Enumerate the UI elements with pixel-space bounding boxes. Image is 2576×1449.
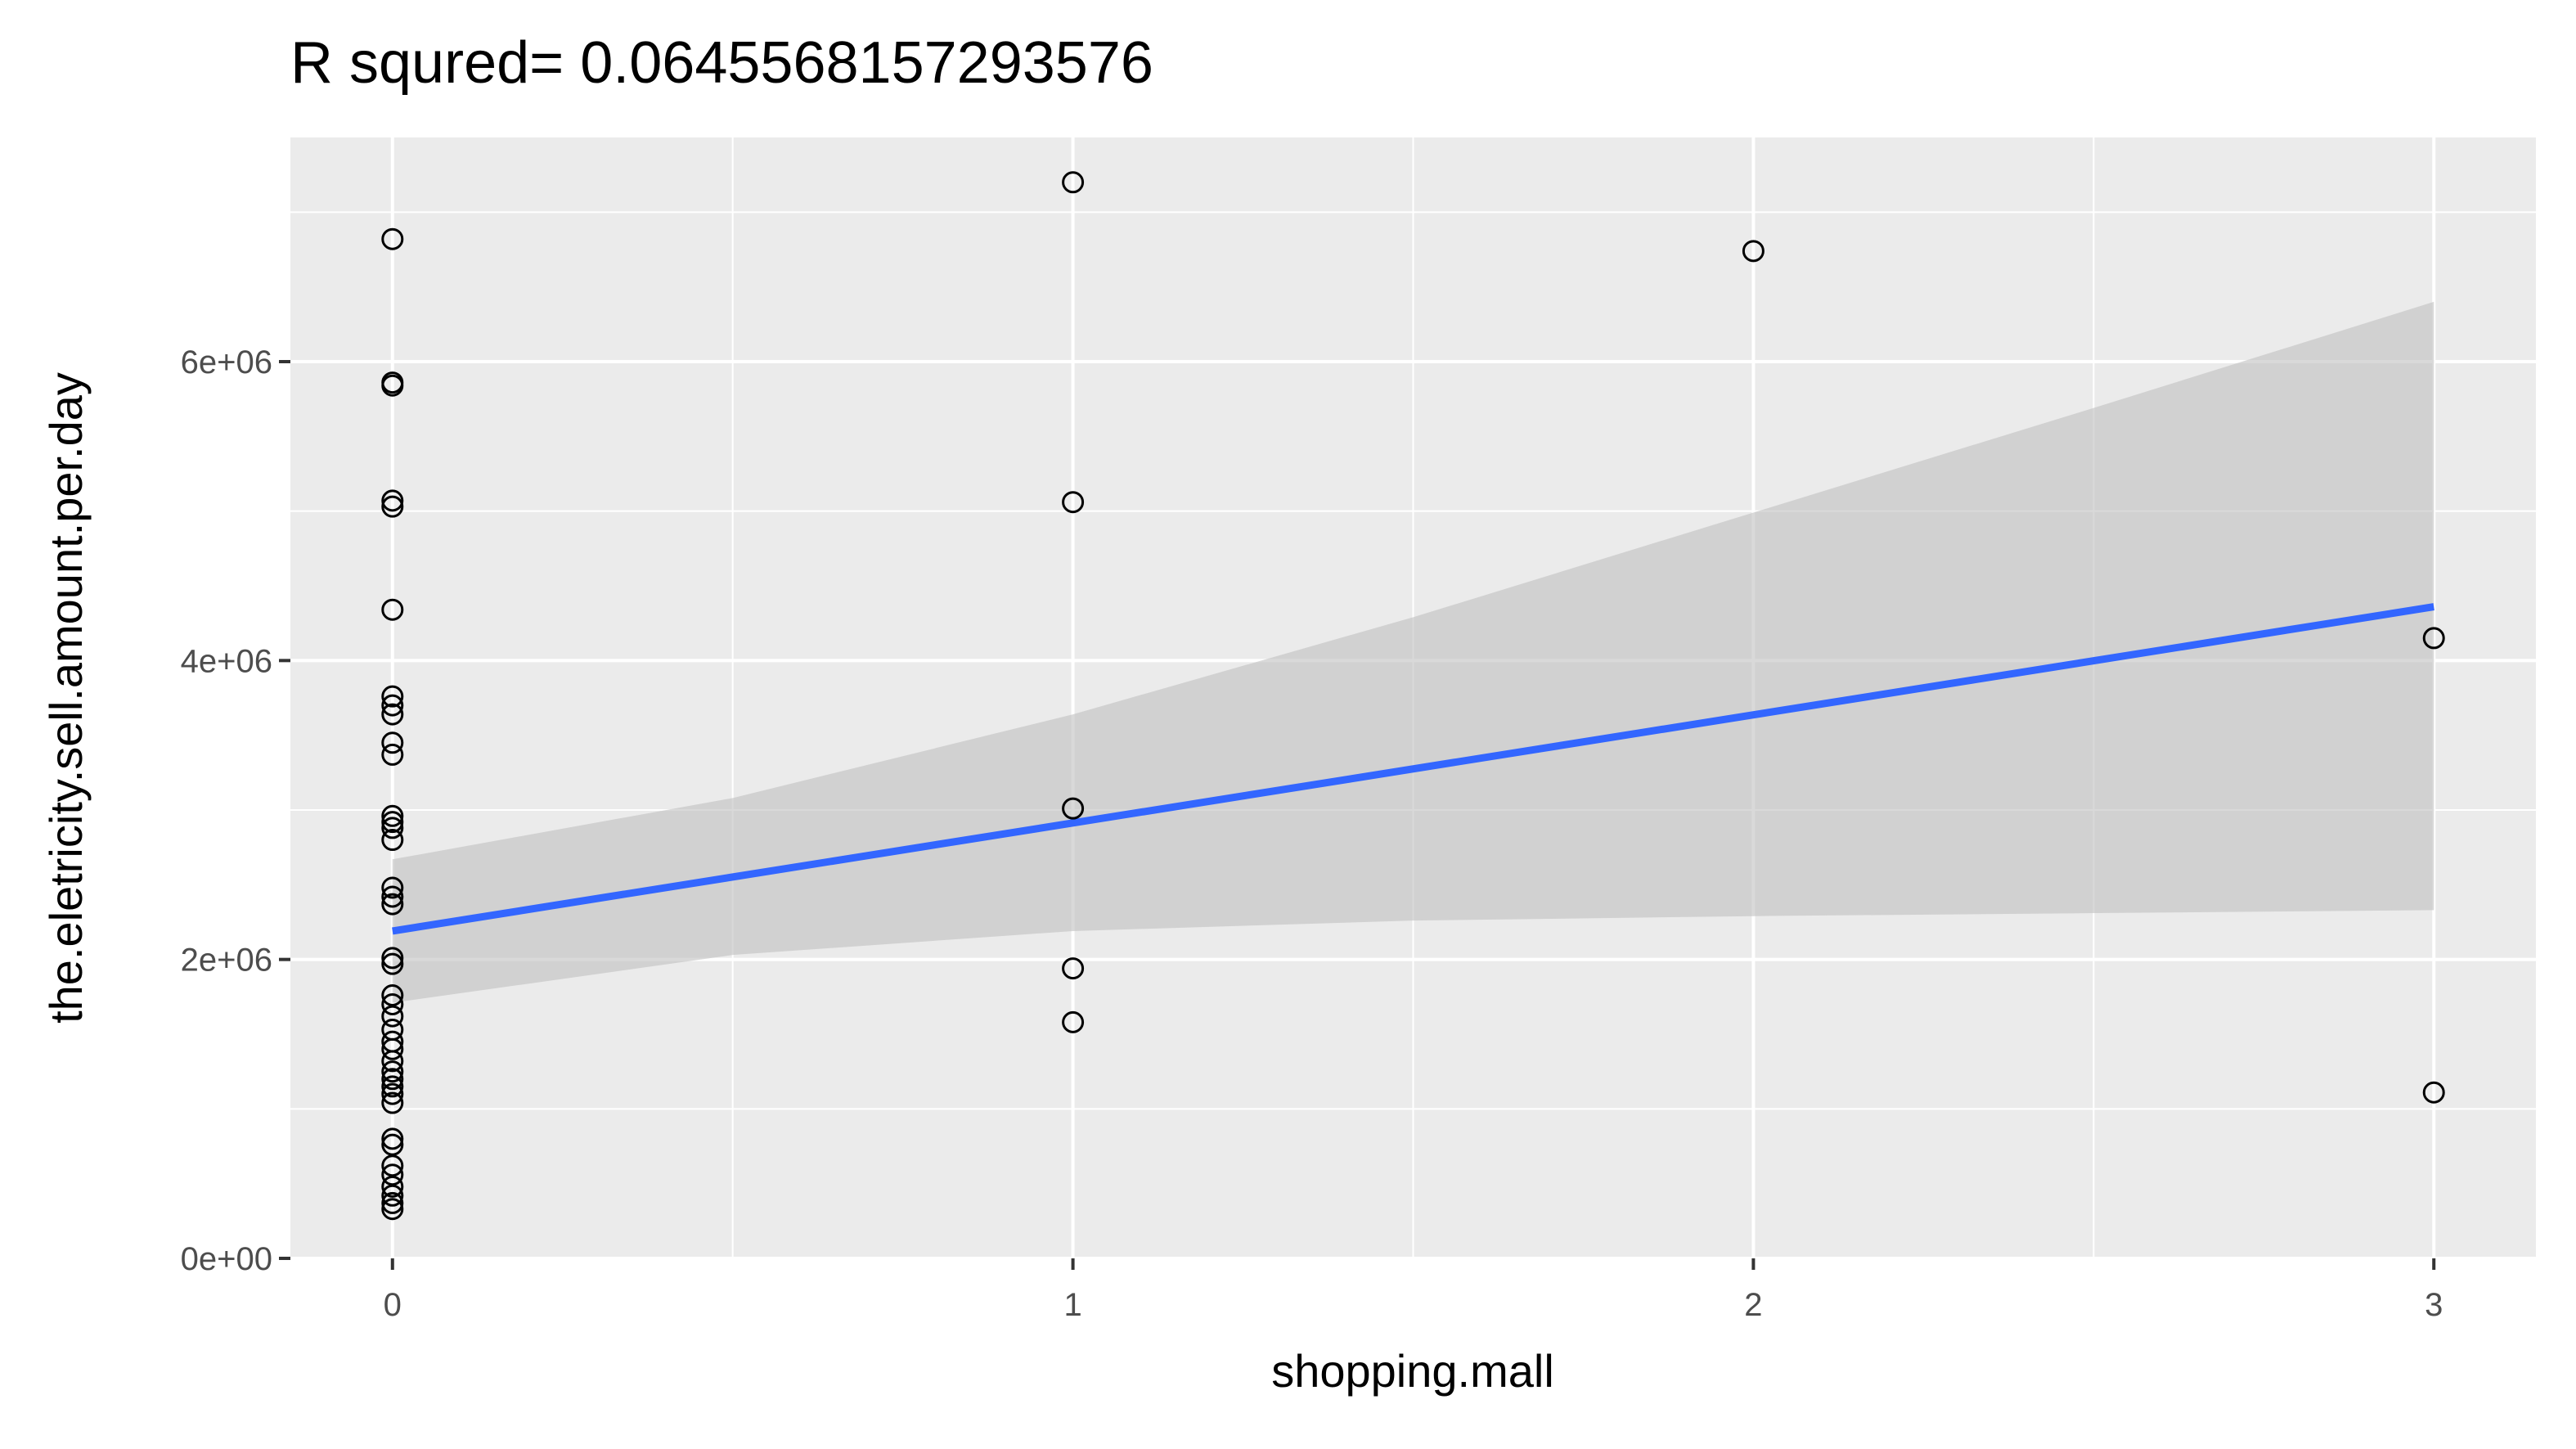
x-axis-title: shopping.mall xyxy=(1271,1345,1554,1397)
data-point xyxy=(1062,1010,1085,1033)
data-point xyxy=(381,374,404,397)
x-axis: 0 1 2 3 xyxy=(384,1258,2443,1323)
data-point xyxy=(381,1037,404,1060)
data-point xyxy=(2422,1081,2445,1104)
data-point xyxy=(381,1154,404,1177)
x-tick-label: 0 xyxy=(384,1287,402,1323)
data-point xyxy=(381,1005,404,1028)
x-tick-label: 2 xyxy=(1744,1287,1762,1323)
data-point xyxy=(381,1133,404,1156)
data-point xyxy=(381,1184,404,1207)
data-point xyxy=(381,984,404,1007)
y-tick-label: 6e+06 xyxy=(181,344,272,380)
y-tick-label: 2e+06 xyxy=(181,943,272,979)
data-point xyxy=(381,1082,404,1105)
data-point xyxy=(1062,491,1085,514)
data-point xyxy=(381,227,404,250)
data-points xyxy=(381,171,2445,1221)
data-point xyxy=(381,489,404,512)
data-point xyxy=(381,1163,404,1186)
data-point xyxy=(381,893,404,916)
data-point xyxy=(381,1198,404,1221)
regression-line xyxy=(392,603,2434,935)
y-tick-label: 0e+00 xyxy=(181,1241,272,1277)
data-point xyxy=(381,703,404,726)
x-tick-label: 3 xyxy=(2425,1287,2443,1323)
data-point xyxy=(1062,957,1085,980)
y-tick-label: 4e+06 xyxy=(181,643,272,679)
data-point xyxy=(1742,240,1765,263)
y-axis-title: the.eletricity.sell.amount.per.day xyxy=(40,372,92,1024)
data-point xyxy=(381,685,404,708)
data-point xyxy=(381,817,404,839)
data-point xyxy=(381,1175,404,1198)
data-point xyxy=(381,876,404,899)
data-point xyxy=(381,1127,404,1150)
data-point xyxy=(381,1075,404,1098)
x-tick-label: 1 xyxy=(1063,1287,1081,1323)
data-point xyxy=(381,829,404,852)
data-point xyxy=(381,598,404,621)
data-point xyxy=(381,1091,404,1114)
chart-title: R squred= 0.0645568157293576 xyxy=(290,30,1153,96)
data-point xyxy=(381,1191,404,1214)
data-point xyxy=(381,885,404,908)
data-point xyxy=(381,495,404,518)
data-point xyxy=(381,731,404,754)
confidence-band xyxy=(392,301,2434,1003)
data-point xyxy=(381,1060,404,1083)
y-axis: 0e+00 2e+06 4e+06 6e+06 xyxy=(181,344,290,1277)
data-point xyxy=(1062,797,1085,820)
data-point xyxy=(381,1068,404,1091)
data-point xyxy=(2422,627,2445,650)
data-point xyxy=(381,992,404,1015)
data-point xyxy=(1062,171,1085,194)
data-point xyxy=(381,804,404,827)
data-point xyxy=(381,947,404,970)
data-point xyxy=(381,1050,404,1073)
data-point xyxy=(381,952,404,975)
data-point xyxy=(381,811,404,834)
data-point xyxy=(381,743,404,766)
data-point xyxy=(381,694,404,717)
